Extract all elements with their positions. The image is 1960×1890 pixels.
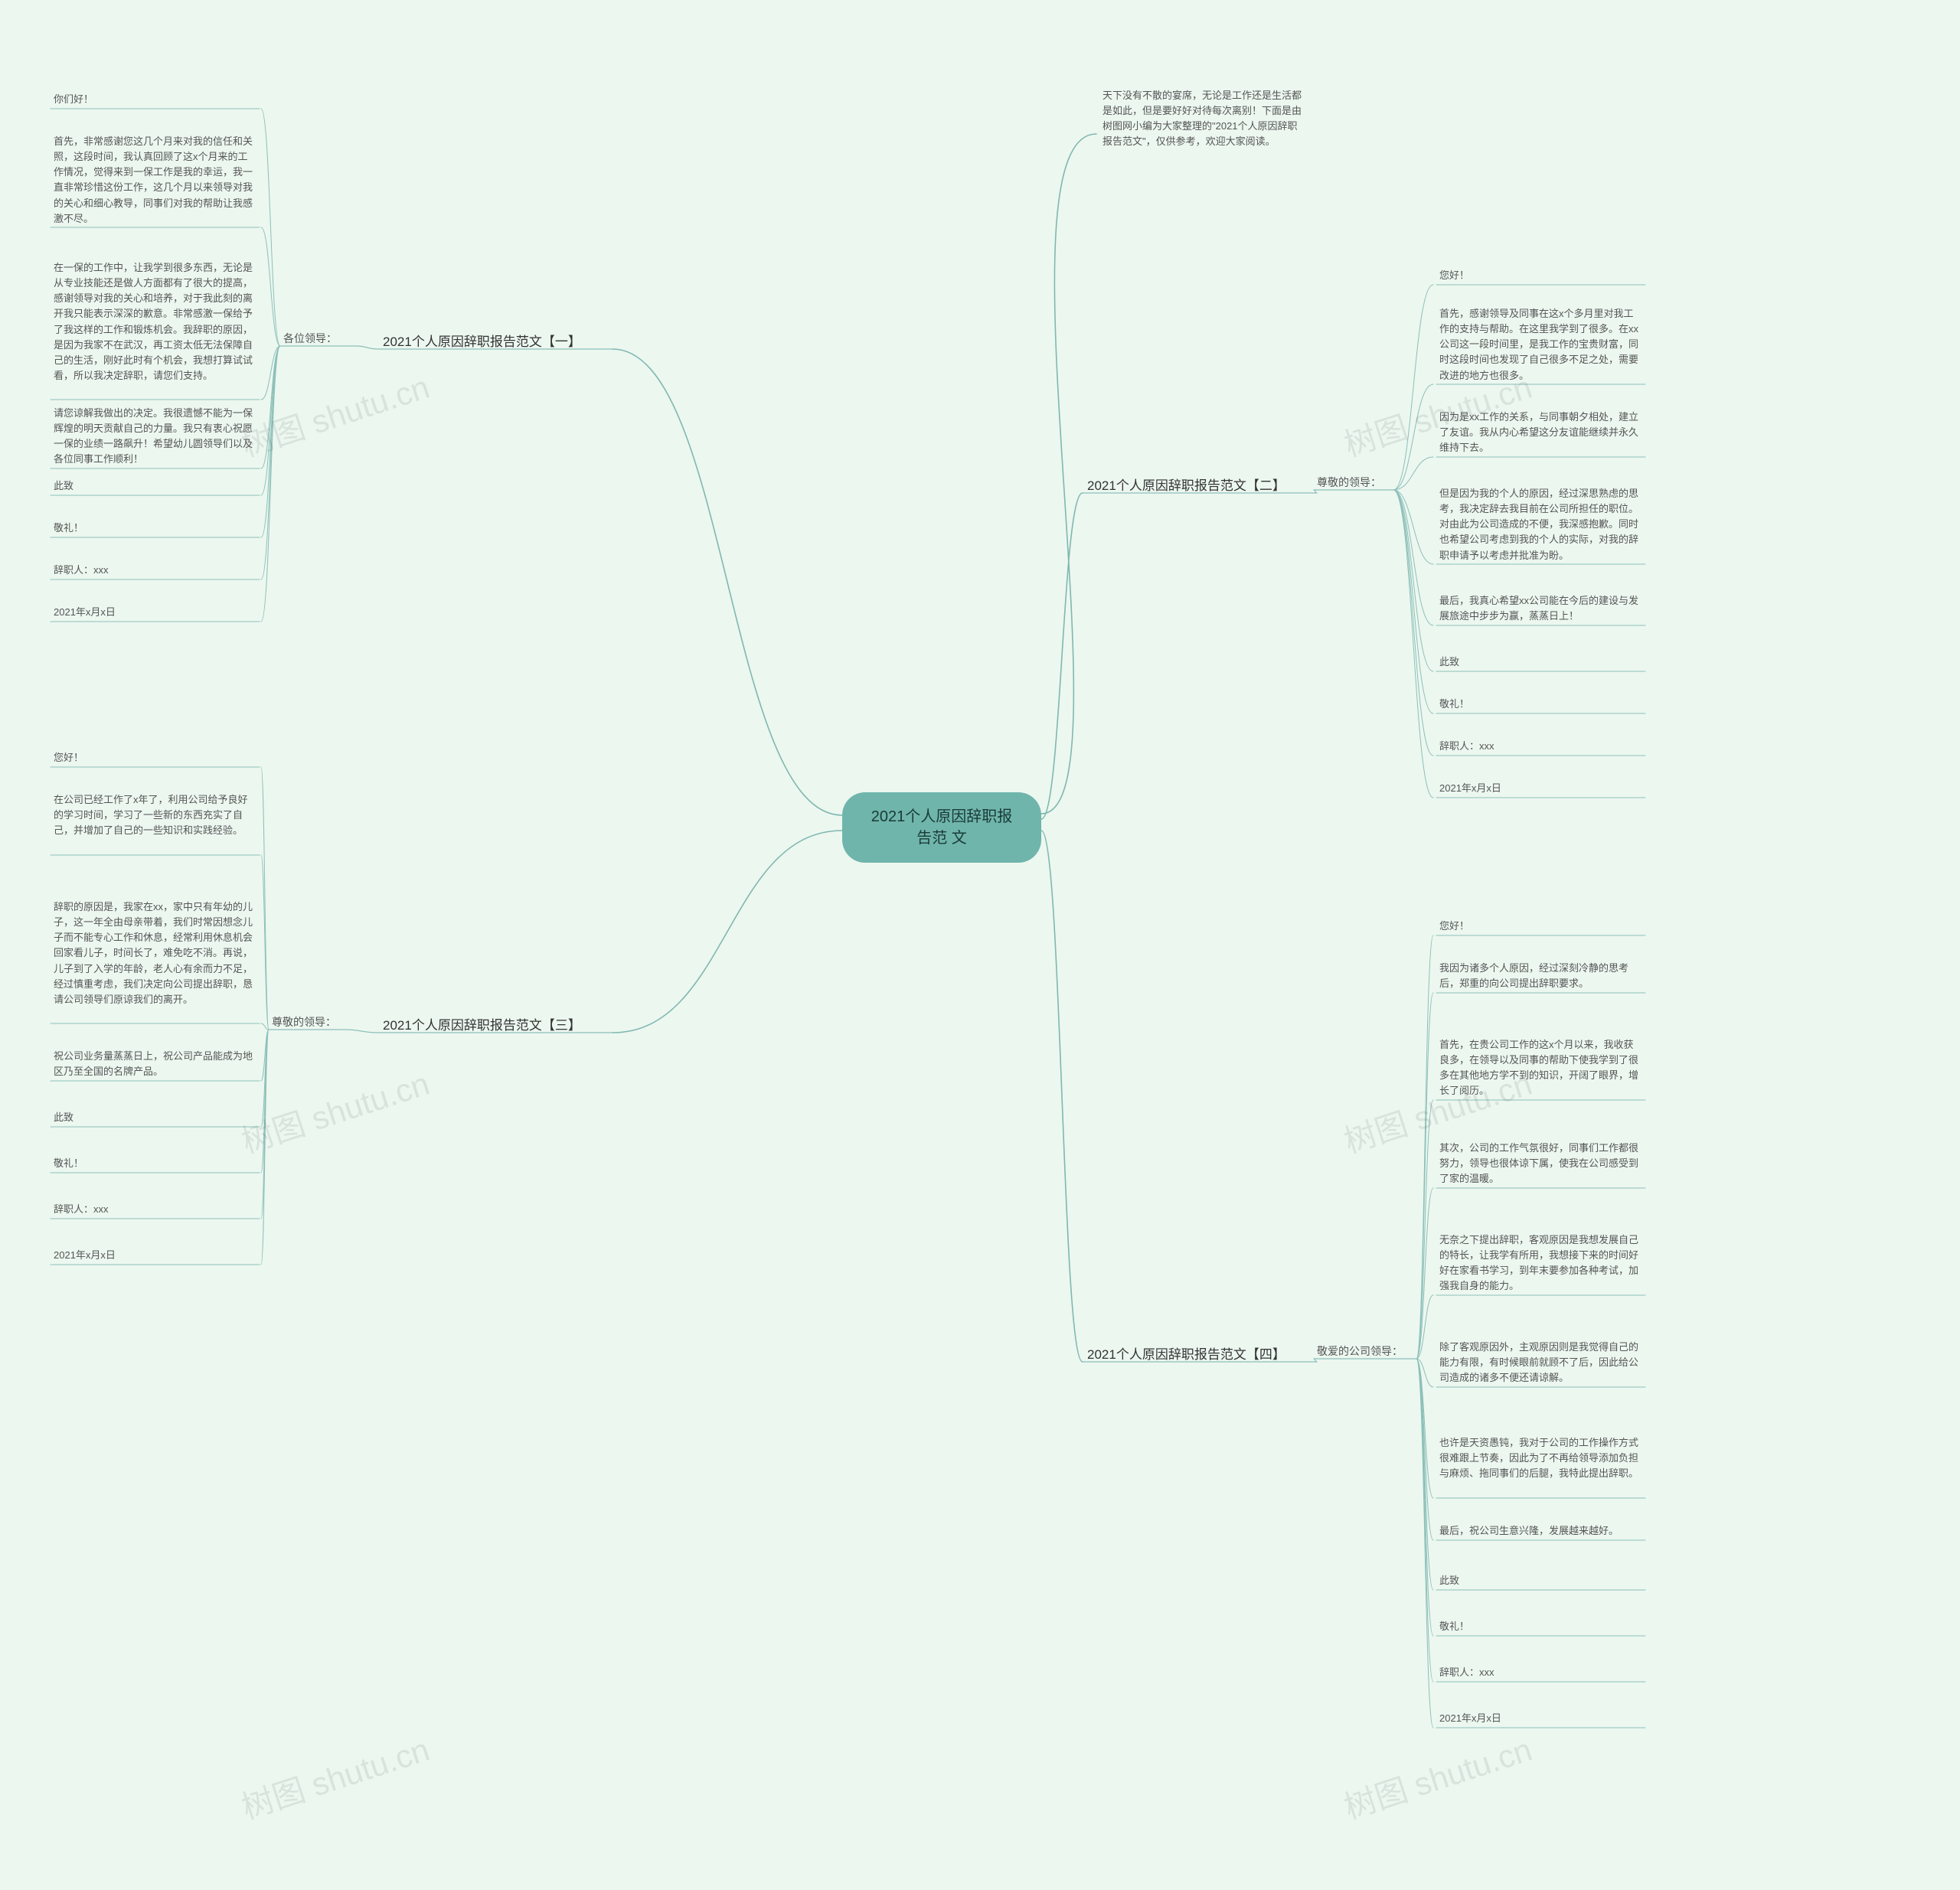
- leaf-text: 其次，公司的工作气氛很好，同事们工作都很努力，领导也很体谅下属，使我在公司感受到…: [1439, 1141, 1642, 1187]
- watermark: 树图 shutu.cn: [235, 361, 435, 466]
- leaf-text: 也许是天资愚钝，我对于公司的工作操作方式很难跟上节奏，因此为了不再给领导添加负担…: [1439, 1435, 1642, 1481]
- leaf-text: 此致: [54, 1110, 256, 1125]
- branch-label: 2021个人原因辞职报告范文【四】: [1087, 1343, 1285, 1363]
- leaf-text: 此致: [54, 478, 256, 494]
- leaf-text: 因为是xx工作的关系，与同事朝夕相处，建立了友谊。我从内心希望这分友谊能继续并永…: [1439, 410, 1642, 455]
- leaf-text: 无奈之下提出辞职，客观原因是我想发展自己的特长，让我学有所用，我想接下来的时间好…: [1439, 1232, 1642, 1294]
- leaf-text: 请您谅解我做出的决定。我很遗憾不能为一保辉煌的明天贡献自己的力量。我只有衷心祝愿…: [54, 406, 256, 468]
- leaf-text: 2021年x月x日: [1439, 1711, 1642, 1726]
- leaf-text: 您好！: [1439, 919, 1642, 934]
- leaf-text: 辞职人：xxx: [54, 1202, 256, 1217]
- leaf-text: 辞职人：xxx: [54, 563, 256, 578]
- leaf-text: 最后，祝公司生意兴隆，发展越来越好。: [1439, 1523, 1642, 1539]
- leaf-text: 首先，感谢领导及同事在这x个多月里对我工作的支持与帮助。在这里我学到了很多。在x…: [1439, 306, 1642, 384]
- branch-label: 2021个人原因辞职报告范文【三】: [383, 1014, 581, 1033]
- watermark: 树图 shutu.cn: [235, 1724, 435, 1829]
- leaf-text: 2021年x月x日: [54, 605, 256, 620]
- leaf-text: 此致: [1439, 1573, 1642, 1588]
- leaf-text: 您好！: [1439, 268, 1642, 283]
- branch-label: 2021个人原因辞职报告范文【一】: [383, 331, 581, 350]
- leaf-text: 在一保的工作中，让我学到很多东西，无论是从专业技能还是做人方面都有了很大的提高，…: [54, 260, 256, 384]
- sub-label: 敬爱的公司领导：: [1317, 1343, 1403, 1359]
- leaf-text: 辞职人：xxx: [1439, 1665, 1642, 1680]
- branch-label: 2021个人原因辞职报告范文【二】: [1087, 475, 1285, 494]
- leaf-text: 你们好！: [54, 92, 256, 107]
- watermark: 树图 shutu.cn: [235, 1058, 435, 1163]
- intro-text: 天下没有不散的宴席，无论是工作还是生活都是如此，但是要好好对待每次离别！下面是由…: [1102, 88, 1305, 150]
- sub-label: 尊敬的领导：: [272, 1014, 336, 1030]
- leaf-text: 2021年x月x日: [1439, 781, 1642, 796]
- leaf-text: 除了客观原因外，主观原因则是我觉得自己的能力有限，有时候眼前就顾不了后，因此给公…: [1439, 1340, 1642, 1386]
- leaf-text: 最后，我真心希望xx公司能在今后的建设与发展旅途中步步为赢，蒸蒸日上！: [1439, 593, 1642, 624]
- leaf-text: 但是因为我的个人的原因，经过深思熟虑的思考，我决定辞去我目前在公司所担任的职位。…: [1439, 486, 1642, 563]
- mindmap-canvas: 树图 shutu.cn 树图 shutu.cn 树图 shutu.cn 树图 shut…: [0, 0, 1960, 1890]
- leaf-text: 我因为诸多个人原因，经过深刻冷静的思考后，郑重的向公司提出辞职要求。: [1439, 961, 1642, 991]
- sub-label: 各位领导：: [283, 331, 337, 346]
- sub-label: 尊敬的领导：: [1317, 475, 1381, 490]
- leaf-text: 2021年x月x日: [54, 1248, 256, 1263]
- leaf-text: 此致: [1439, 654, 1642, 670]
- leaf-text: 敬礼！: [54, 521, 256, 536]
- leaf-text: 您好！: [54, 750, 256, 765]
- leaf-text: 首先，在贵公司工作的这x个月以来，我收获良多，在领导以及同事的帮助下使我学到了很…: [1439, 1037, 1642, 1099]
- leaf-text: 敬礼！: [1439, 1619, 1642, 1634]
- leaf-text: 祝公司业务量蒸蒸日上，祝公司产品能成为地区乃至全国的名牌产品。: [54, 1049, 256, 1079]
- leaf-text: 辞职人：xxx: [1439, 739, 1642, 754]
- center-node: 2021个人原因辞职报告范 文: [842, 792, 1041, 863]
- watermark: 树图 shutu.cn: [1338, 1724, 1537, 1829]
- leaf-text: 敬礼！: [1439, 697, 1642, 712]
- leaf-text: 在公司已经工作了x年了，利用公司给予良好的学习时间，学习了一些新的东西充实了自己…: [54, 792, 256, 838]
- leaf-text: 首先，非常感谢您这几个月来对我的信任和关照，这段时间，我认真回顾了这x个月来的工…: [54, 134, 256, 227]
- leaf-text: 辞职的原因是，我家在xx，家中只有年幼的儿子，这一年全由母亲带着，我们时常因想念…: [54, 899, 256, 1007]
- leaf-text: 敬礼！: [54, 1156, 256, 1171]
